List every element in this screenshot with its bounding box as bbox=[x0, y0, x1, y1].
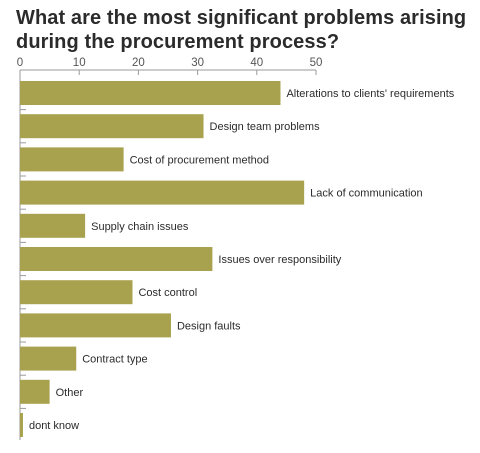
x-tick-label: 30 bbox=[191, 57, 204, 69]
bar-label: Alterations to clients' requirements bbox=[286, 88, 454, 100]
bar bbox=[20, 280, 133, 305]
bar bbox=[20, 413, 23, 437]
bar-label: Design team problems bbox=[210, 121, 321, 133]
x-tick-label: 50 bbox=[310, 57, 323, 69]
bar-label: Design faults bbox=[177, 320, 241, 332]
bar-label: Cost control bbox=[138, 287, 197, 299]
chart-title: What are the most significant problems a… bbox=[16, 7, 467, 53]
bar-label: Contract type bbox=[82, 354, 147, 366]
bar bbox=[20, 147, 124, 172]
x-tick-label: 20 bbox=[132, 57, 145, 69]
bar bbox=[20, 81, 281, 105]
bar bbox=[20, 114, 204, 139]
x-tick-label: 0 bbox=[17, 57, 23, 69]
bar bbox=[20, 346, 77, 371]
bar bbox=[20, 247, 213, 271]
bar-label: dont know bbox=[29, 420, 79, 432]
bar bbox=[20, 180, 305, 205]
bar bbox=[20, 313, 171, 338]
bar-label: Lack of communication bbox=[310, 188, 423, 200]
bar-label: Cost of procurement method bbox=[130, 154, 269, 166]
bar-label: Other bbox=[56, 387, 84, 399]
x-tick-label: 40 bbox=[250, 57, 263, 69]
bar-label: Supply chain issues bbox=[91, 221, 189, 233]
x-tick-label: 10 bbox=[73, 57, 86, 69]
bar bbox=[20, 379, 50, 404]
bar-label: Issues over responsibility bbox=[218, 254, 341, 266]
bar bbox=[20, 213, 86, 238]
